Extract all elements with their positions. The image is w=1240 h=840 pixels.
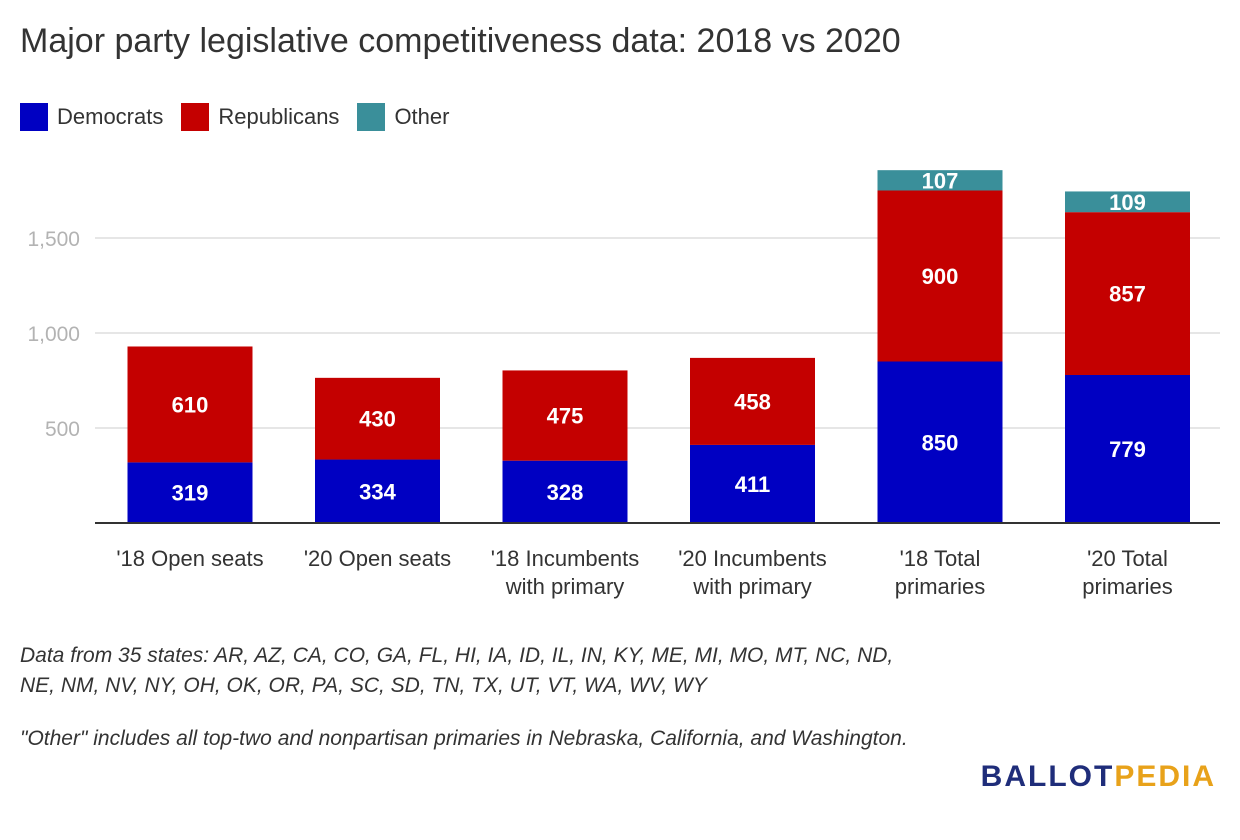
data-label: 779 — [1109, 437, 1146, 462]
x-tick-label: '18 Open seats — [116, 546, 263, 571]
x-tick-label: '18 Total — [900, 546, 981, 571]
x-tick-label: with primary — [692, 574, 812, 599]
note-data-states: Data from 35 states: AR, AZ, CA, CO, GA,… — [20, 644, 894, 697]
legend-label-republicans: Republicans — [218, 104, 340, 129]
legend: Democrats Republicans Other — [20, 103, 467, 131]
legend-label-democrats: Democrats — [57, 104, 164, 129]
data-label: 411 — [735, 472, 771, 497]
bar-republicans — [877, 190, 1003, 362]
bar-democrats — [877, 361, 1003, 523]
bar-democrats — [315, 459, 440, 523]
bar-democrats — [1065, 374, 1190, 523]
legend-label-other: Other — [394, 104, 450, 129]
bar-republicans — [502, 370, 628, 461]
data-label: 430 — [359, 407, 396, 432]
bar-democrats — [502, 460, 628, 523]
data-label: 850 — [922, 430, 959, 455]
y-tick-label: 1,000 — [27, 323, 80, 346]
data-label: 319 — [172, 481, 209, 506]
x-tick-label: primaries — [1082, 574, 1172, 599]
data-label: 900 — [922, 264, 959, 289]
data-label: 857 — [1109, 282, 1146, 307]
legend-swatch-other — [357, 103, 386, 131]
x-tick-label: '18 Incumbents — [491, 546, 640, 571]
legend-swatch-republicans — [181, 103, 210, 131]
x-tick-label: primaries — [895, 574, 985, 599]
data-label: 610 — [172, 392, 209, 417]
x-tick-label: '20 Total — [1087, 546, 1168, 571]
chart-title: Major party legislative competitiveness … — [20, 22, 901, 60]
bar-other — [877, 170, 1003, 191]
data-label: 458 — [734, 389, 771, 414]
x-tick-label: with primary — [505, 574, 625, 599]
legend-item-other: Other — [357, 103, 449, 131]
bar-other — [1065, 191, 1190, 213]
y-tick-label: 500 — [45, 418, 80, 441]
bar-republicans — [315, 377, 440, 460]
x-tick-label: '20 Incumbents — [678, 546, 827, 571]
legend-item-republicans: Republicans — [181, 103, 339, 131]
bar-democrats — [127, 462, 253, 523]
data-label: 334 — [359, 479, 396, 504]
bar-republicans — [690, 357, 815, 445]
legend-item-democrats: Democrats — [20, 103, 163, 131]
chart-plot: 500 1,000 1,500 319 610 '18 Open seats 334 430 '… — [27, 168, 1220, 599]
bar-republicans — [1065, 212, 1190, 375]
y-tick-label: 1,500 — [27, 228, 80, 251]
bar-republicans — [127, 346, 253, 463]
ballotpedia-logo: BALLOTPEDIA — [980, 760, 1216, 793]
data-label: 475 — [547, 404, 584, 429]
legend-swatch-democrats — [20, 103, 48, 131]
bar-democrats — [690, 444, 815, 523]
data-label: 109 — [1109, 190, 1146, 215]
data-label: 107 — [922, 168, 959, 193]
x-tick-label: '20 Open seats — [304, 546, 451, 571]
note-other-definition: "Other" includes all top-two and nonpart… — [20, 727, 908, 750]
data-label: 328 — [547, 480, 584, 505]
